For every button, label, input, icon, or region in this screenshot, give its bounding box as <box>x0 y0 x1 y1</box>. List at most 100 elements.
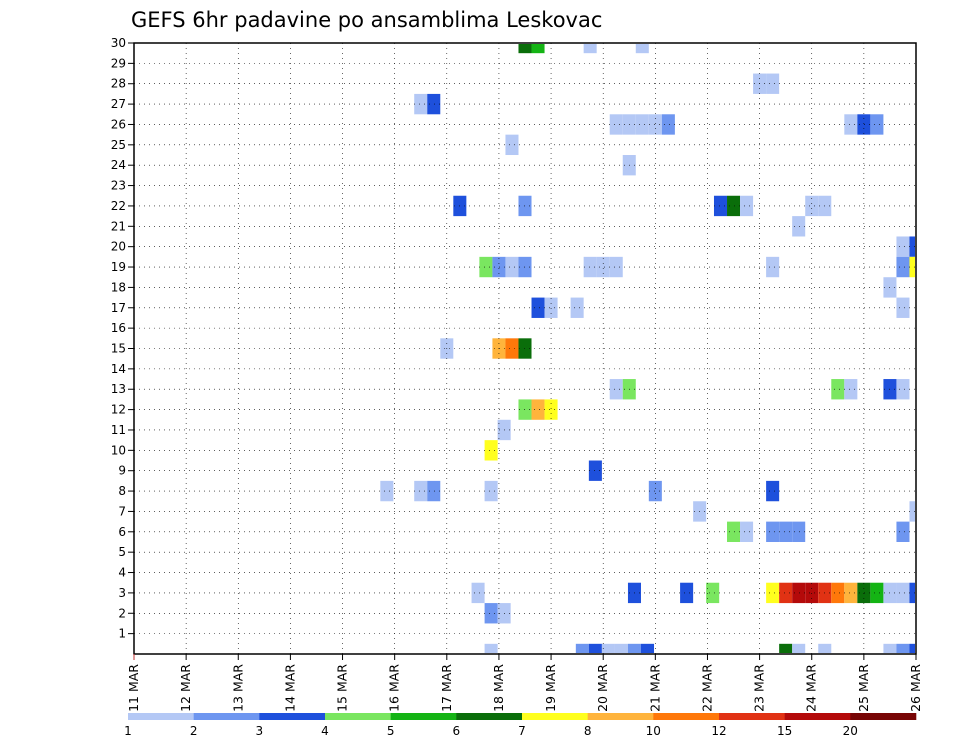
data-cell <box>896 582 910 604</box>
data-cell <box>427 93 441 115</box>
y-tick-label: 14 <box>111 362 126 376</box>
data-cell <box>484 480 498 502</box>
colorbar-legend: 1 2 3 4 5 6 7 8 10 12 15 20 <box>124 713 917 738</box>
data-cell <box>792 216 806 237</box>
colorbar-label: 15 <box>777 724 792 738</box>
data-cell <box>380 480 394 502</box>
data-cell <box>896 643 910 653</box>
data-cell <box>740 521 754 542</box>
data-cell <box>627 643 641 653</box>
y-tick-label: 23 <box>111 179 126 193</box>
data-cell <box>909 236 915 257</box>
x-tick-label: 23 MAR <box>752 664 767 712</box>
y-tick-label: 7 <box>118 504 126 518</box>
data-cell <box>766 521 780 542</box>
y-tick-label: 11 <box>111 423 126 437</box>
y-tick-label: 16 <box>111 321 126 335</box>
data-cell <box>766 256 780 278</box>
data-cell <box>505 338 519 359</box>
data-cell <box>844 582 858 604</box>
data-cell <box>635 114 649 135</box>
x-tick-label: 26 MAR <box>908 664 923 712</box>
x-tick-label: 18 MAR <box>491 664 506 712</box>
colorbar-swatch <box>784 713 851 720</box>
y-tick-label: 18 <box>111 280 126 294</box>
data-cell <box>766 73 780 94</box>
y-tick-label: 5 <box>118 545 126 559</box>
colorbar-swatch <box>128 713 194 720</box>
data-cell <box>609 379 623 400</box>
data-cell <box>896 236 910 257</box>
data-cell <box>531 297 545 318</box>
data-cell <box>492 256 506 278</box>
y-tick-label: 29 <box>111 56 126 70</box>
y-tick-label: 28 <box>111 77 126 91</box>
data-cell <box>479 256 493 278</box>
x-tick-label: 16 MAR <box>387 664 402 712</box>
data-cell <box>844 114 858 135</box>
x-tick-label: 11 MAR <box>126 664 141 712</box>
data-cell <box>896 521 910 542</box>
data-cell <box>570 297 584 318</box>
y-tick-label: 19 <box>111 260 126 274</box>
data-cell <box>909 501 915 522</box>
colorbar-swatch <box>259 713 326 720</box>
data-cell <box>831 379 845 400</box>
data-cell <box>648 114 662 135</box>
colorbar-swatch <box>390 713 457 720</box>
y-axis: 1234567891011121314151617181920212223242… <box>111 36 134 641</box>
data-cell <box>588 460 602 481</box>
data-cell <box>641 643 655 653</box>
x-axis: 11 MAR 12 MAR 13 MAR 14 MAR 15 MAR 16 MAR 17 M… <box>126 654 923 712</box>
data-cell <box>792 643 806 653</box>
data-cell <box>427 480 441 502</box>
grid-lines <box>134 42 916 654</box>
data-cell <box>909 256 915 278</box>
y-tick-label: 3 <box>118 586 126 600</box>
data-cell <box>727 521 741 542</box>
data-cell <box>831 582 845 604</box>
chart-title: GEFS 6hr padavine po ansamblima Leskovac <box>131 8 602 32</box>
data-cell <box>818 643 832 653</box>
y-tick-label: 12 <box>111 403 126 417</box>
x-tick-label: 12 MAR <box>178 664 193 712</box>
data-cell <box>870 582 884 604</box>
y-tick-label: 22 <box>111 199 126 213</box>
colorbar-label: 3 <box>255 724 263 738</box>
x-tick-label: 22 MAR <box>700 664 715 712</box>
data-cell <box>544 399 558 420</box>
data-cell <box>505 134 519 156</box>
data-cell <box>740 195 754 217</box>
data-cell <box>896 297 910 318</box>
x-tick-label: 25 MAR <box>856 664 871 712</box>
data-cell <box>588 643 602 653</box>
data-cell <box>635 44 649 54</box>
colorbar-label: 2 <box>190 724 198 738</box>
data-cell <box>792 582 806 604</box>
data-cell <box>414 93 428 115</box>
colorbar-label: 7 <box>518 724 526 738</box>
x-tick-label: 19 MAR <box>543 664 558 712</box>
x-tick-label: 15 MAR <box>335 664 350 712</box>
data-cell <box>583 256 597 278</box>
y-tick-label: 6 <box>118 525 126 539</box>
data-cell <box>779 521 793 542</box>
y-tick-label: 1 <box>118 627 126 641</box>
data-cell <box>518 44 532 54</box>
colorbar-swatch <box>193 713 260 720</box>
x-tick-label: 14 MAR <box>282 664 297 712</box>
data-cell <box>596 256 610 278</box>
y-tick-label: 15 <box>111 342 126 356</box>
x-tick-label: 17 MAR <box>439 664 454 712</box>
data-cell <box>909 582 915 604</box>
data-cell <box>583 44 597 54</box>
data-cell <box>414 480 428 502</box>
colorbar-swatch <box>456 713 523 720</box>
colorbar-label: 12 <box>711 724 726 738</box>
data-cell <box>531 399 545 420</box>
y-tick-label: 26 <box>111 117 126 131</box>
colorbar-swatch <box>325 713 391 720</box>
colorbar-label: 5 <box>387 724 395 738</box>
colorbar-label: 10 <box>646 724 661 738</box>
